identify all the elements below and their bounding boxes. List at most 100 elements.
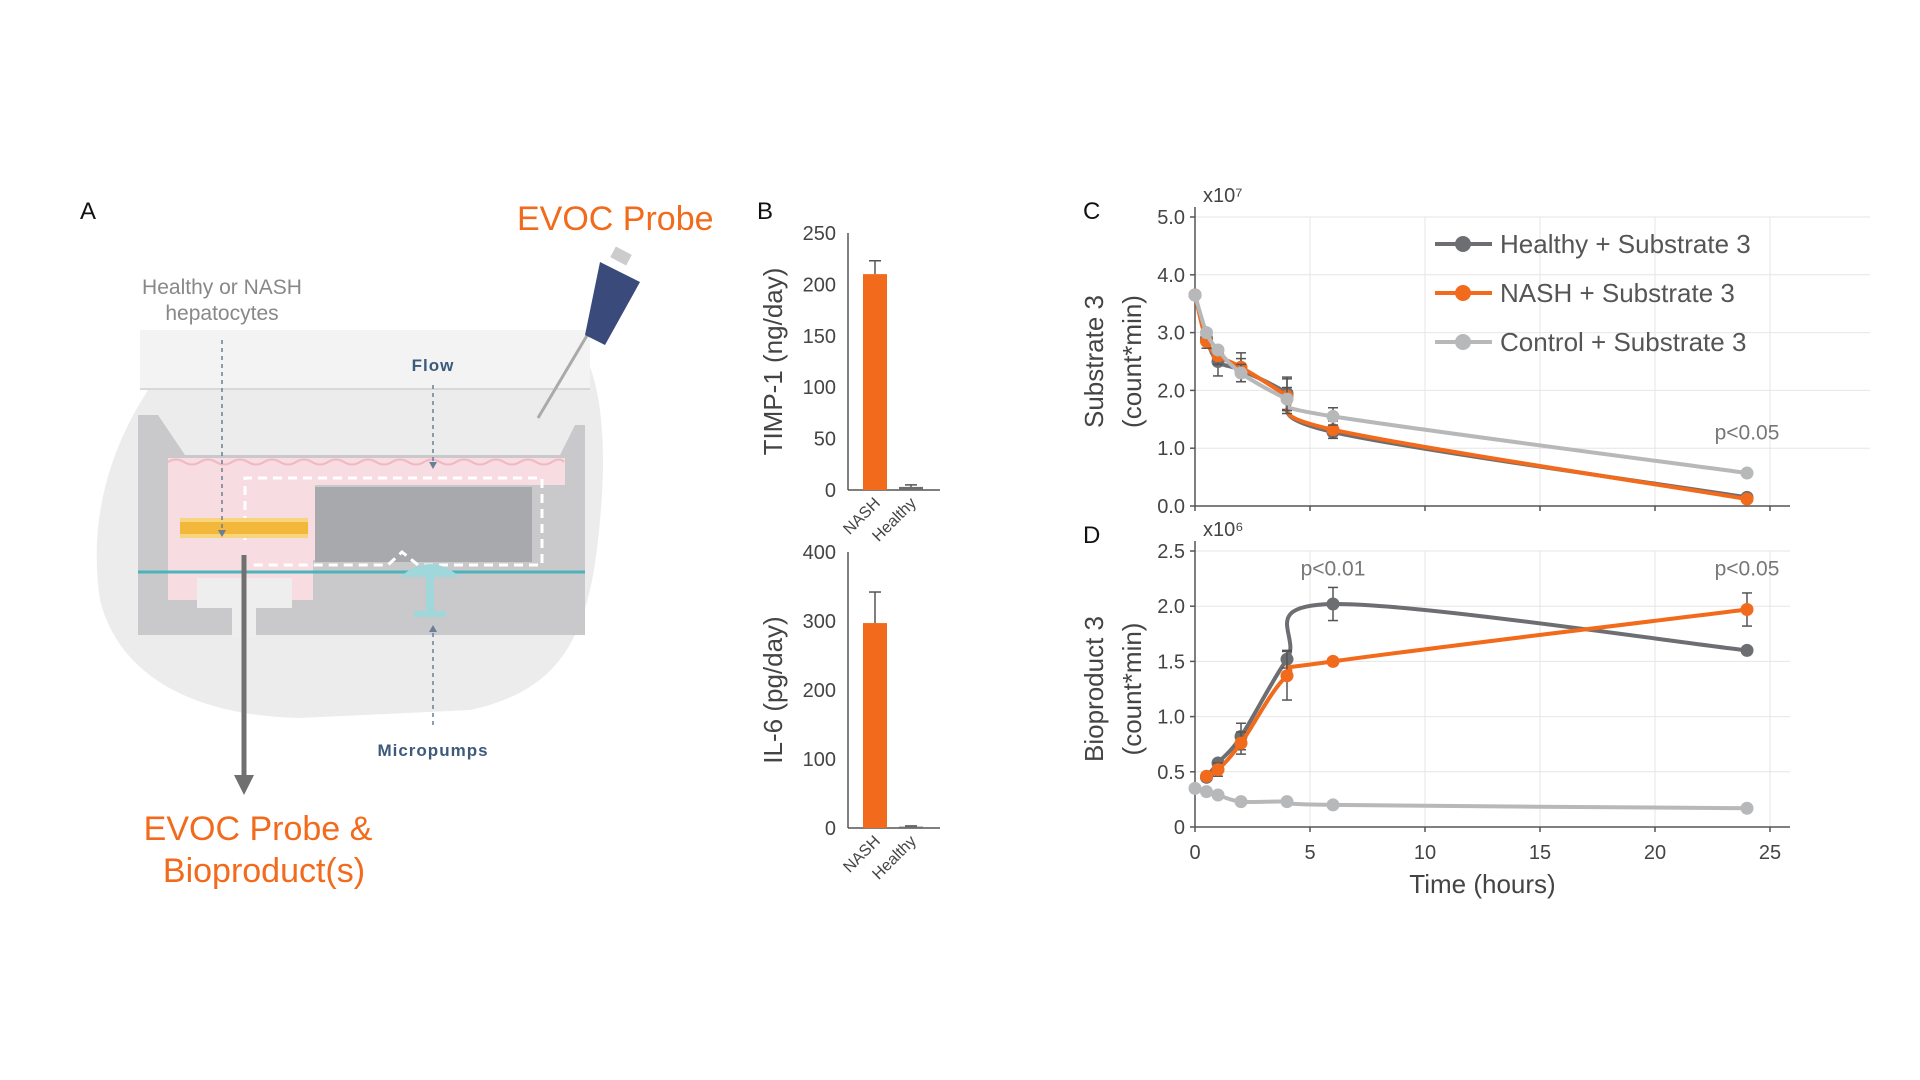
hepatocytes-label: Healthy or NASH bbox=[142, 276, 302, 299]
flow-label: Flow bbox=[412, 356, 455, 375]
probe-title: EVOC Probe bbox=[517, 200, 714, 238]
y-tick-label: 400 bbox=[803, 542, 836, 564]
substrate-chart: 0.0 1.0 2.0 3.0 4.0 5.0 x10⁷ Substrate 3 (count*… bbox=[1079, 185, 1870, 518]
data-point-healthy bbox=[1326, 597, 1340, 611]
medium-surface bbox=[167, 458, 565, 466]
data-point-nash bbox=[1326, 423, 1340, 437]
bar-healthy bbox=[899, 826, 923, 828]
data-point-control bbox=[1234, 795, 1248, 809]
panel-label-c: C bbox=[1083, 198, 1100, 225]
y-tick-label: 2.0 bbox=[1157, 596, 1185, 618]
axis-multiplier: x10⁶ bbox=[1203, 519, 1243, 541]
y-tick-label: 200 bbox=[803, 274, 836, 296]
top-lid bbox=[140, 330, 590, 390]
y-tick-label: 0 bbox=[825, 818, 836, 840]
x-tick-label: 25 bbox=[1759, 842, 1781, 864]
data-point-control bbox=[1188, 288, 1202, 302]
y-axis-title-units: (count*min) bbox=[1117, 623, 1147, 756]
y-tick-label: 1.5 bbox=[1157, 651, 1185, 673]
pipette-icon bbox=[536, 246, 640, 419]
x-tick-label: 0 bbox=[1189, 842, 1200, 864]
data-point-control bbox=[1326, 409, 1340, 423]
axis-multiplier: x10⁷ bbox=[1203, 185, 1242, 207]
data-point-control bbox=[1740, 801, 1754, 815]
data-point-control bbox=[1200, 785, 1213, 799]
y-tick-label: 150 bbox=[803, 326, 836, 348]
series-line-control bbox=[1194, 786, 1748, 811]
x-tick-label: 5 bbox=[1304, 842, 1315, 864]
data-point-nash bbox=[1234, 736, 1248, 750]
x-axis-title: Time (hours) bbox=[1409, 869, 1555, 899]
series-line-nash bbox=[1193, 294, 1748, 502]
data-point-nash bbox=[1211, 763, 1225, 777]
micropump bbox=[400, 564, 460, 617]
y-tick-label: 0 bbox=[825, 480, 836, 502]
data-point-control bbox=[1188, 781, 1202, 795]
legend-label: Healthy + Substrate 3 bbox=[1500, 229, 1751, 259]
data-point-nash bbox=[1740, 603, 1754, 617]
y-tick-label: 100 bbox=[803, 377, 836, 399]
y-tick-label: 2.5 bbox=[1157, 541, 1185, 563]
data-point-nash bbox=[1280, 669, 1294, 683]
y-tick-label: 4.0 bbox=[1157, 265, 1185, 287]
panel-label-d: D bbox=[1083, 522, 1100, 549]
bar-nash bbox=[863, 623, 887, 828]
x-tick-label: 20 bbox=[1644, 842, 1666, 864]
hepatocyte-layer bbox=[180, 518, 308, 538]
x-tick-label: 15 bbox=[1529, 842, 1551, 864]
chart-legend: Healthy + Substrate 3 NASH + Substrate 3 C… bbox=[1435, 229, 1751, 357]
y-tick-label: 100 bbox=[803, 749, 836, 771]
legend-label: Control + Substrate 3 bbox=[1500, 327, 1746, 357]
x-tick-label: 10 bbox=[1414, 842, 1436, 864]
y-axis-title: TIMP-1 (ng/day) bbox=[758, 268, 788, 456]
flow-loop bbox=[243, 476, 544, 567]
output-label: EVOC Probe & bbox=[144, 810, 373, 848]
output-arrow-head bbox=[234, 775, 254, 795]
legend-marker-healthy bbox=[1455, 236, 1471, 252]
y-tick-label: 1.0 bbox=[1157, 707, 1185, 729]
data-point-healthy bbox=[1740, 643, 1754, 657]
y-tick-label: 0.5 bbox=[1157, 762, 1185, 784]
y-axis-title-units: (count*min) bbox=[1117, 295, 1147, 428]
y-tick-label: 300 bbox=[803, 611, 836, 633]
p-value-annotation: p<0.05 bbox=[1715, 557, 1780, 580]
y-axis-title: Bioproduct 3 bbox=[1079, 616, 1109, 762]
p-value-annotation: p<0.01 bbox=[1301, 557, 1366, 580]
data-point-nash bbox=[1200, 769, 1213, 783]
pump-block bbox=[315, 487, 532, 562]
data-point-control bbox=[1280, 795, 1294, 809]
organ-chip-diagram bbox=[96, 246, 640, 795]
y-axis-title: IL-6 (pg/day) bbox=[758, 616, 788, 763]
y-tick-label: 0 bbox=[1174, 817, 1185, 839]
data-point-control bbox=[1211, 343, 1225, 357]
data-point-nash bbox=[1740, 492, 1754, 506]
y-tick-label: 50 bbox=[814, 429, 836, 451]
y-tick-label: 5.0 bbox=[1157, 207, 1185, 229]
bioproduct-chart: 0 0.5 1.0 1.5 2.0 2.5 0 5 10 15 20 25 x10⁶ Bioproduct… bbox=[1079, 519, 1790, 899]
data-point-control bbox=[1234, 366, 1248, 380]
bar-nash bbox=[863, 274, 887, 490]
y-tick-label: 2.0 bbox=[1157, 380, 1185, 402]
legend-label: NASH + Substrate 3 bbox=[1500, 278, 1735, 308]
panel-label-a: A bbox=[80, 198, 96, 225]
legend-marker-control bbox=[1455, 334, 1471, 350]
data-point-control bbox=[1280, 392, 1294, 406]
y-axis-title: Substrate 3 bbox=[1079, 295, 1109, 428]
panel-label-b: B bbox=[757, 198, 773, 225]
series-line-control bbox=[1193, 294, 1748, 476]
y-tick-label: 0.0 bbox=[1157, 496, 1185, 518]
bar-healthy bbox=[899, 486, 923, 490]
y-tick-label: 1.0 bbox=[1157, 438, 1185, 460]
y-tick-label: 3.0 bbox=[1157, 323, 1185, 345]
y-tick-label: 200 bbox=[803, 680, 836, 702]
output-label-2: Bioproduct(s) bbox=[163, 852, 365, 890]
hepatocytes-label-2: hepatocytes bbox=[165, 302, 278, 325]
data-point-control bbox=[1326, 798, 1340, 812]
p-value-annotation: p<0.05 bbox=[1715, 422, 1780, 445]
legend-marker-nash bbox=[1455, 285, 1471, 301]
data-point-control bbox=[1200, 326, 1213, 340]
data-point-nash bbox=[1326, 654, 1340, 668]
